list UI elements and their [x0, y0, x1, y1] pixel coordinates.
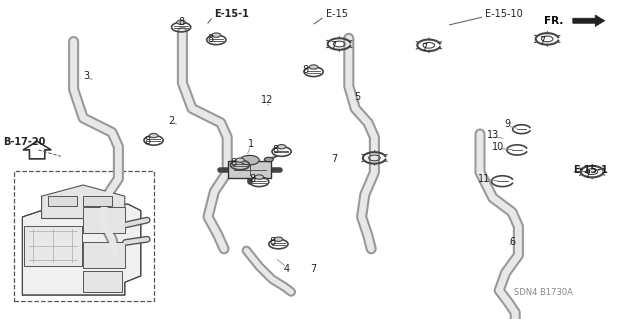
Text: 7: 7	[540, 36, 546, 46]
Text: E-15-1: E-15-1	[573, 165, 607, 175]
Text: B-17-20: B-17-20	[3, 137, 45, 147]
Circle shape	[255, 175, 264, 179]
Text: 8: 8	[230, 158, 237, 168]
Text: 8: 8	[269, 237, 275, 248]
Text: 4: 4	[284, 263, 290, 274]
Text: 7: 7	[330, 41, 337, 51]
Text: 6: 6	[509, 237, 515, 248]
Text: 3: 3	[83, 71, 90, 81]
Text: 11: 11	[477, 174, 490, 184]
Circle shape	[274, 237, 283, 241]
Bar	[48, 196, 77, 206]
Circle shape	[177, 20, 186, 25]
Circle shape	[277, 145, 286, 149]
Bar	[14, 171, 154, 301]
Bar	[83, 242, 125, 268]
Text: 9: 9	[504, 119, 511, 130]
Text: 12: 12	[261, 94, 274, 105]
Text: 10: 10	[492, 142, 504, 152]
Bar	[83, 196, 112, 206]
Text: 8: 8	[145, 136, 151, 146]
Text: 8: 8	[303, 65, 309, 75]
Text: 2: 2	[168, 115, 175, 126]
Polygon shape	[22, 204, 141, 295]
Text: 7: 7	[421, 43, 428, 54]
Text: 8: 8	[272, 145, 278, 155]
Text: 7: 7	[310, 263, 317, 274]
FancyBboxPatch shape	[228, 161, 271, 178]
Circle shape	[309, 65, 318, 69]
Text: SDN4 B1730A: SDN4 B1730A	[514, 288, 573, 297]
FancyBboxPatch shape	[24, 226, 82, 266]
Circle shape	[240, 155, 259, 165]
Polygon shape	[42, 185, 125, 219]
Text: E-15-1: E-15-1	[214, 9, 249, 19]
Text: FR.: FR.	[544, 16, 563, 26]
Circle shape	[264, 157, 273, 162]
Text: 1: 1	[248, 139, 254, 149]
Text: 5: 5	[354, 92, 360, 102]
Text: 8: 8	[178, 17, 184, 27]
Bar	[83, 207, 125, 233]
Circle shape	[212, 33, 221, 37]
Text: E-15-10: E-15-10	[485, 9, 523, 19]
Polygon shape	[573, 15, 605, 26]
Text: 8: 8	[207, 34, 214, 44]
Text: 7: 7	[332, 154, 338, 164]
Bar	[83, 271, 122, 292]
Text: E-15: E-15	[326, 9, 348, 19]
Circle shape	[236, 158, 244, 162]
Text: 7: 7	[584, 170, 590, 181]
Text: 13: 13	[486, 130, 499, 140]
Text: 8: 8	[250, 174, 256, 184]
Circle shape	[149, 133, 158, 138]
